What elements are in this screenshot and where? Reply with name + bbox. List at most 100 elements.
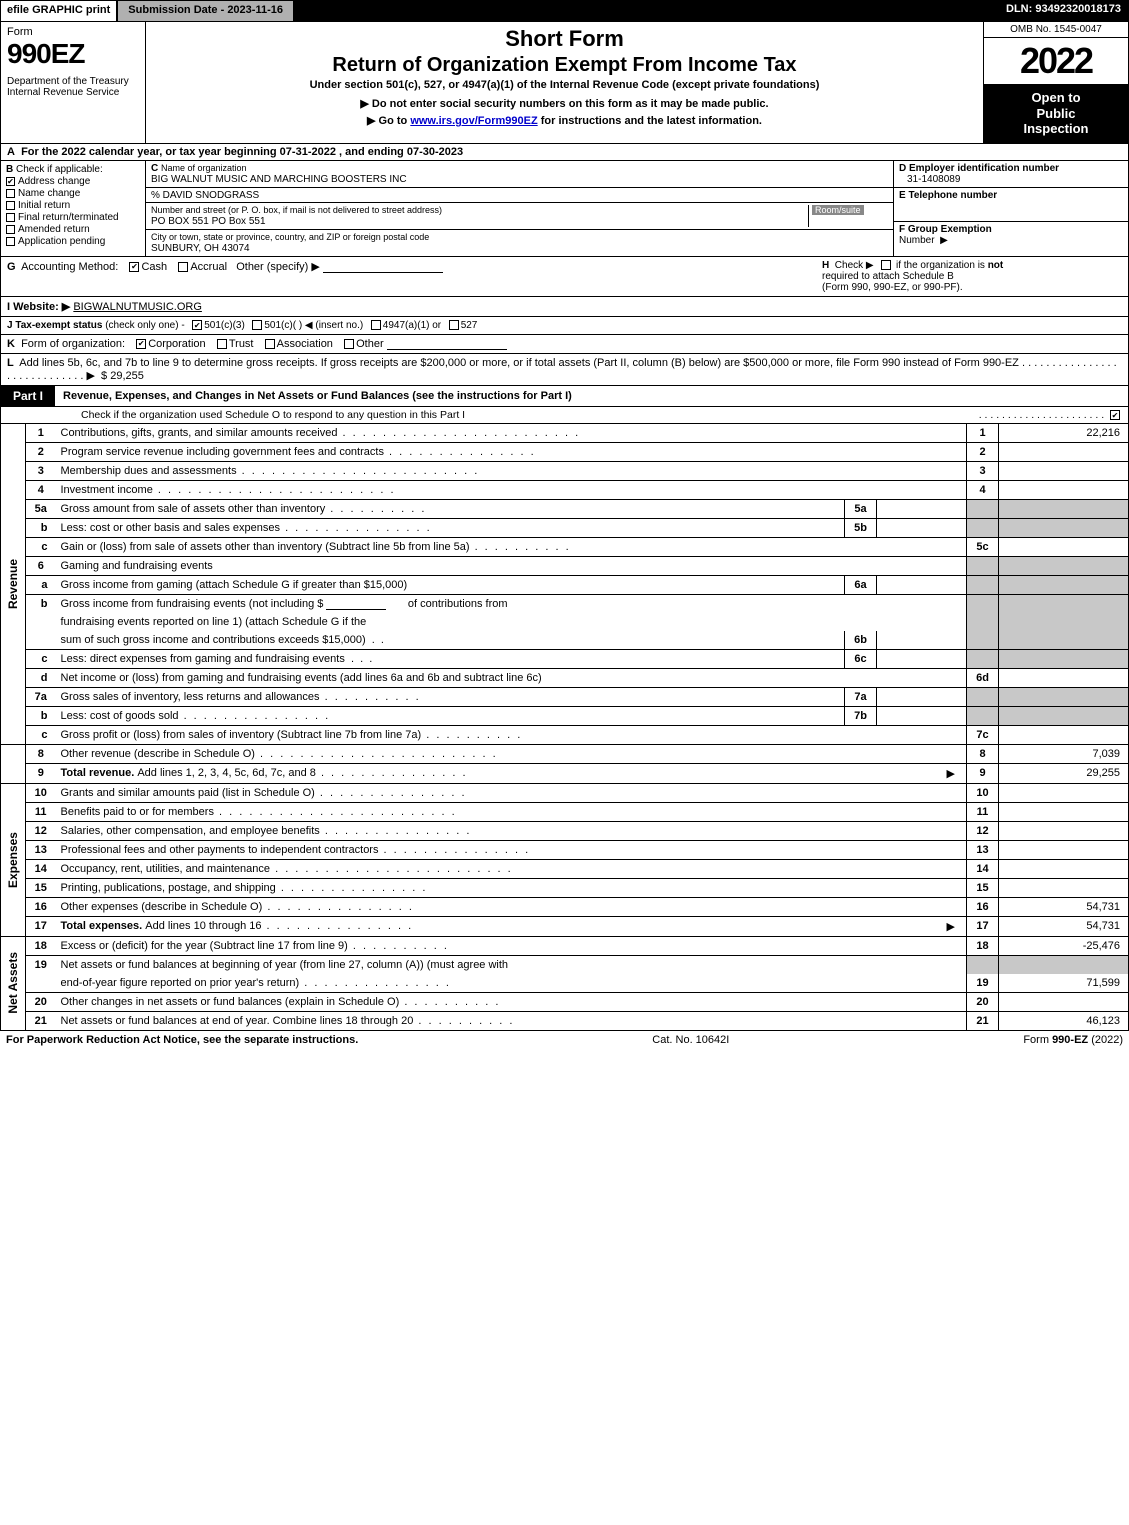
c-name-label: Name of organization — [161, 163, 247, 173]
l17-arrow-icon: ▶ — [947, 920, 961, 933]
goto-post: for instructions and the latest informat… — [538, 115, 762, 127]
chk-name-change[interactable] — [6, 189, 15, 198]
website-link[interactable]: BIGWALNUTMUSIC.ORG — [73, 301, 202, 313]
other-specify-field[interactable] — [323, 261, 443, 273]
lbl-address-change: Address change — [18, 176, 90, 187]
lbl-final-return: Final return/terminated — [18, 212, 119, 223]
chk-trust[interactable] — [217, 339, 227, 349]
l4-amount — [999, 480, 1129, 499]
l14-amount — [999, 859, 1129, 878]
chk-527[interactable] — [449, 320, 459, 330]
c-street-row: Number and street (or P. O. box, if mail… — [146, 203, 893, 230]
l5b-box-shade — [967, 518, 999, 537]
l15-box: 15 — [967, 878, 999, 897]
col-d-e-f: D Employer identification number 31-1408… — [893, 161, 1128, 256]
dln-label: DLN: 93492320018173 — [998, 0, 1129, 22]
line-7c: c Gross profit or (loss) from sales of i… — [1, 725, 1129, 744]
irs-link[interactable]: www.irs.gov/Form990EZ — [410, 115, 537, 127]
chk-501c[interactable] — [252, 320, 262, 330]
header-center: Short Form Return of Organization Exempt… — [146, 22, 983, 143]
efile-print-button[interactable]: efile GRAPHIC print — [0, 0, 117, 22]
chk-amended[interactable] — [6, 225, 15, 234]
l18-box: 18 — [967, 936, 999, 955]
street-label: Number and street (or P. O. box, if mail… — [151, 205, 442, 215]
chk-app-pending[interactable] — [6, 237, 15, 246]
l12-desc: Salaries, other compensation, and employ… — [56, 821, 967, 840]
line-10: Expenses 10 Grants and similar amounts p… — [1, 783, 1129, 802]
section-b-block: B Check if applicable: ✔Address change N… — [0, 161, 1129, 257]
chk-assoc[interactable] — [265, 339, 275, 349]
h-schedule-b: H Check ▶ if the organization is not req… — [822, 260, 1122, 293]
chk-other-org[interactable] — [344, 339, 354, 349]
h-text2: if the organization is — [896, 260, 988, 271]
l9-amount: 29,255 — [999, 763, 1129, 783]
form-label: Form — [7, 26, 139, 38]
line-1: Revenue 1 Contributions, gifts, grants, … — [1, 424, 1129, 443]
l7c-desc: Gross profit or (loss) from sales of inv… — [56, 725, 967, 744]
open-public-inspection: Open to Public Inspection — [984, 84, 1128, 143]
submission-date-button[interactable]: Submission Date - 2023-11-16 — [117, 0, 294, 22]
l5a-amt-shade — [999, 499, 1129, 518]
chk-schedule-b[interactable] — [881, 260, 891, 270]
under-section: Under section 501(c), 527, or 4947(a)(1)… — [154, 79, 975, 91]
lbl-501c: 501(c)( ) ◀ (insert no.) — [264, 320, 363, 331]
l6a-desc: Gross income from gaming (attach Schedul… — [56, 575, 845, 594]
chk-part-i-schedule-o[interactable]: ✔ — [1110, 410, 1120, 420]
chk-initial-return[interactable] — [6, 201, 15, 210]
part-i-header: Part I Revenue, Expenses, and Changes in… — [0, 386, 1129, 407]
chk-address-change[interactable]: ✔ — [6, 177, 15, 186]
l19-box: 19 — [967, 974, 999, 993]
irs-label: Internal Revenue Service — [7, 87, 139, 98]
l16-num: 16 — [26, 897, 56, 916]
l9-desc: Total revenue. Add lines 1, 2, 3, 4, 5c,… — [56, 763, 967, 783]
l10-desc: Grants and similar amounts paid (list in… — [56, 783, 967, 802]
l6-desc: Gaming and fundraising events — [56, 556, 967, 575]
lbl-trust: Trust — [229, 338, 254, 350]
netassets-rot-label: Net Assets — [1, 936, 26, 1030]
g-accounting: G Accounting Method: ✔Cash Accrual Other… — [7, 260, 822, 293]
chk-4947a1[interactable] — [371, 320, 381, 330]
lbl-name-change: Name change — [18, 188, 80, 199]
l14-box: 14 — [967, 859, 999, 878]
l21-desc: Net assets or fund balances at end of ye… — [56, 1011, 967, 1030]
l6b-contrib-field[interactable] — [326, 598, 386, 610]
other-org-field[interactable] — [387, 338, 507, 350]
l9-num: 9 — [26, 763, 56, 783]
city-label: City or town, state or province, country… — [151, 232, 429, 242]
chk-accrual[interactable] — [178, 262, 188, 272]
line-11: 11 Benefits paid to or for members 11 — [1, 802, 1129, 821]
line-2: 2 Program service revenue including gove… — [1, 442, 1129, 461]
b-label: B — [6, 164, 13, 175]
open-line2: Public — [988, 106, 1124, 122]
l2-num: 2 — [26, 442, 56, 461]
lbl-initial-return: Initial return — [18, 200, 70, 211]
l6d-num: d — [26, 668, 56, 687]
ssn-warning: ▶ Do not enter social security numbers o… — [154, 97, 975, 110]
l19-amount: 71,599 — [999, 974, 1129, 993]
l13-num: 13 — [26, 840, 56, 859]
h-not: not — [988, 260, 1004, 271]
section-a: A For the 2022 calendar year, or tax yea… — [0, 144, 1129, 161]
l18-num: 18 — [26, 936, 56, 955]
lbl-4947a1: 4947(a)(1) or — [383, 320, 441, 331]
c-name-row: C Name of organization BIG WALNUT MUSIC … — [146, 161, 893, 188]
l4-desc: Investment income — [56, 480, 967, 499]
l10-box: 10 — [967, 783, 999, 802]
chk-final-return[interactable] — [6, 213, 15, 222]
chk-corp[interactable]: ✔ — [136, 339, 146, 349]
c-city-row: City or town, state or province, country… — [146, 230, 893, 256]
l6-box-shade — [967, 556, 999, 575]
l6a-amt-shade — [999, 575, 1129, 594]
col-c-org-info: C Name of organization BIG WALNUT MUSIC … — [146, 161, 893, 256]
line-19-1: 19 Net assets or fund balances at beginn… — [1, 955, 1129, 974]
l14-desc: Occupancy, rent, utilities, and maintena… — [56, 859, 967, 878]
open-line3: Inspection — [988, 121, 1124, 137]
chk-cash[interactable]: ✔ — [129, 262, 139, 272]
chk-501c3[interactable]: ✔ — [192, 320, 202, 330]
part-i-note-dots: . . . . . . . . . . . . . . . . . . . . … — [979, 409, 1104, 421]
f-label2: Number — [899, 235, 935, 246]
l13-box: 13 — [967, 840, 999, 859]
l1-box: 1 — [967, 424, 999, 443]
line-18: Net Assets 18 Excess or (deficit) for th… — [1, 936, 1129, 955]
l10-num: 10 — [26, 783, 56, 802]
